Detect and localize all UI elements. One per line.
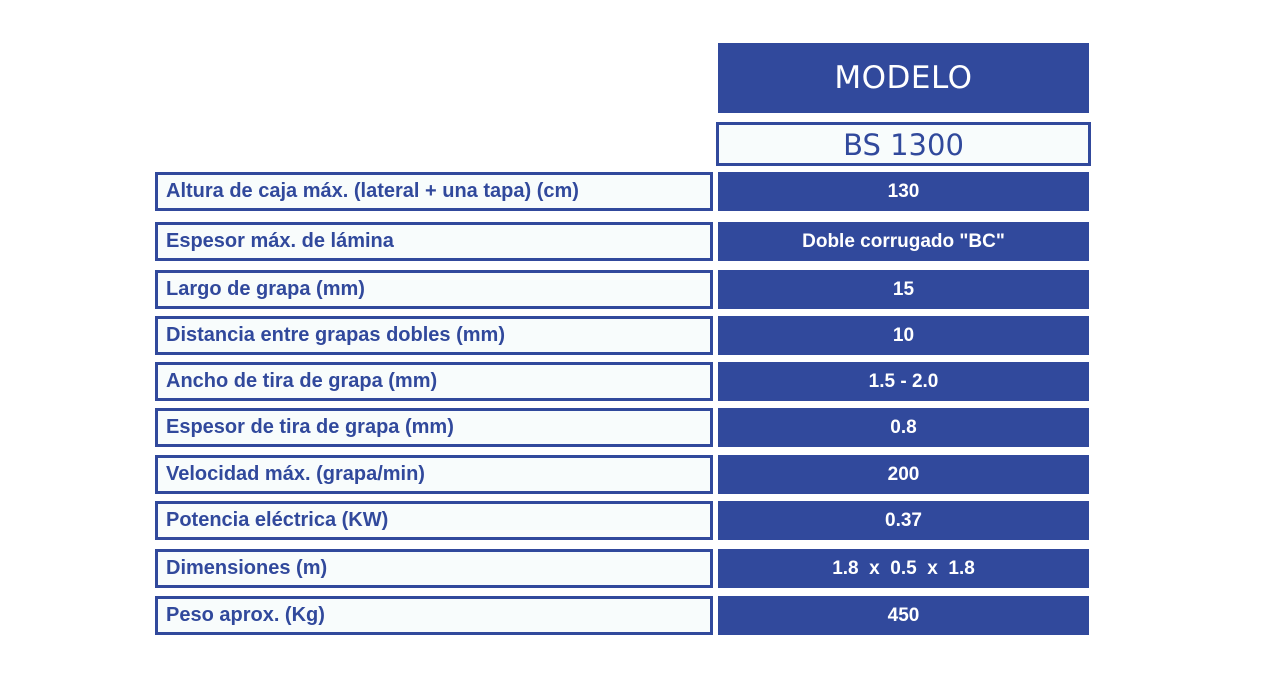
spec-value: 15 — [718, 270, 1089, 309]
spec-row: Ancho de tira de grapa (mm) 1.5 - 2.0 — [0, 362, 1280, 401]
spec-row: Peso aprox. (Kg) 450 — [0, 596, 1280, 635]
spec-label-text: Peso aprox. (Kg) — [166, 604, 325, 626]
spec-value: 1.5 - 2.0 — [718, 362, 1089, 401]
spec-label-text: Distancia entre grapas dobles (mm) — [166, 324, 505, 346]
spec-value: 1.8 x 0.5 x 1.8 — [718, 549, 1089, 588]
spec-row: Velocidad máx. (grapa/min) 200 — [0, 455, 1280, 494]
spec-label: Ancho de tira de grapa (mm) — [155, 362, 713, 401]
spec-label-text: Potencia eléctrica (KW) — [166, 509, 389, 531]
spec-label-text: Dimensiones (m) — [166, 557, 328, 579]
spec-value: Doble corrugado "BC" — [718, 222, 1089, 261]
spec-label: Espesor de tira de grapa (mm) — [155, 408, 713, 447]
spec-label-text: Espesor máx. de lámina — [166, 230, 394, 252]
spec-value: 200 — [718, 455, 1089, 494]
spec-label: Largo de grapa (mm) — [155, 270, 713, 309]
spec-label-text: Ancho de tira de grapa (mm) — [166, 370, 438, 392]
spec-label: Espesor máx. de lámina — [155, 222, 713, 261]
spec-row: Dimensiones (m) 1.8 x 0.5 x 1.8 — [0, 549, 1280, 588]
spec-label: Distancia entre grapas dobles (mm) — [155, 316, 713, 355]
spec-row: Potencia eléctrica (KW) 0.37 — [0, 501, 1280, 540]
spec-label: Altura de caja máx. (lateral + una tapa)… — [155, 172, 713, 211]
spec-label: Potencia eléctrica (KW) — [155, 501, 713, 540]
model-name: BS 1300 — [716, 122, 1091, 166]
spec-value: 0.8 — [718, 408, 1089, 447]
spec-value: 0.37 — [718, 501, 1089, 540]
spec-label: Dimensiones (m) — [155, 549, 713, 588]
spec-row: Largo de grapa (mm) 15 — [0, 270, 1280, 309]
spec-row: Distancia entre grapas dobles (mm) 10 — [0, 316, 1280, 355]
spec-label: Peso aprox. (Kg) — [155, 596, 713, 635]
spec-value: 10 — [718, 316, 1089, 355]
spec-label-text: Altura de caja máx. (lateral + una tapa)… — [166, 180, 579, 202]
spec-row: Espesor máx. de lámina Doble corrugado "B… — [0, 222, 1280, 261]
spec-value: 130 — [718, 172, 1089, 211]
model-header: MODELO — [718, 43, 1089, 113]
spec-row: Altura de caja máx. (lateral + una tapa)… — [0, 172, 1280, 211]
spec-label-text: Espesor de tira de grapa (mm) — [166, 416, 454, 438]
spec-row: Espesor de tira de grapa (mm) 0.8 — [0, 408, 1280, 447]
spec-label: Velocidad máx. (grapa/min) — [155, 455, 713, 494]
spec-label-text: Largo de grapa (mm) — [166, 278, 365, 300]
spec-value: 450 — [718, 596, 1089, 635]
spec-label-text: Velocidad máx. (grapa/min) — [166, 463, 425, 485]
